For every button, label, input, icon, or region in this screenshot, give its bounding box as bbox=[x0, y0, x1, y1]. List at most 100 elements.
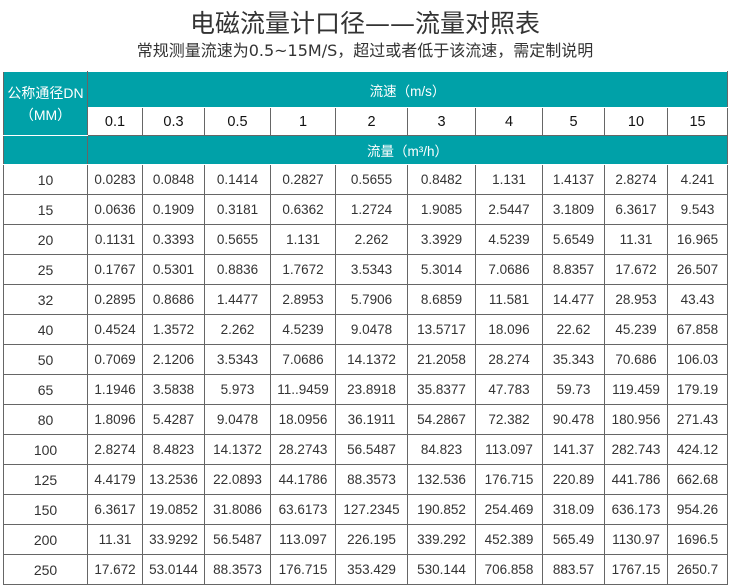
flow-cell: 1.4137 bbox=[542, 164, 605, 195]
flow-cell: 424.12 bbox=[666, 434, 729, 465]
flow-cell: 88.3573 bbox=[204, 554, 271, 585]
flow-cell: 88.3573 bbox=[335, 464, 408, 495]
dn-cell: 125 bbox=[3, 464, 88, 495]
velocity-value: 4 bbox=[475, 107, 543, 136]
flow-cell: 5.7906 bbox=[335, 284, 408, 315]
flow-cell: 90.478 bbox=[542, 404, 605, 435]
dn-header-label: 公称通径DN bbox=[7, 84, 84, 101]
flow-cell: 271.43 bbox=[666, 404, 729, 435]
dn-cell: 80 bbox=[3, 404, 88, 435]
flow-cell: 47.783 bbox=[475, 374, 543, 405]
flow-cell: 113.097 bbox=[270, 524, 336, 555]
flow-cell: 3.5838 bbox=[142, 374, 205, 405]
flow-cell: 2.262 bbox=[335, 224, 408, 255]
flow-cell: 3.1809 bbox=[542, 194, 605, 225]
dn-cell: 10 bbox=[3, 164, 88, 195]
table-row: 250 17.672 53.0144 88.3573 176.715 353.429 530… bbox=[3, 554, 729, 585]
flow-header: 流量（m³/h） bbox=[86, 135, 729, 165]
flow-cell: 84.823 bbox=[407, 434, 476, 465]
flow-cell: 6.3617 bbox=[87, 494, 143, 525]
flow-cell: 1767.15 bbox=[604, 554, 668, 585]
flow-cell: 5.6549 bbox=[542, 224, 605, 255]
velocity-value: 2 bbox=[335, 107, 408, 136]
flow-cell: 282.743 bbox=[604, 434, 668, 465]
flow-cell: 220.89 bbox=[542, 464, 605, 495]
flow-cell: 44.1786 bbox=[270, 464, 336, 495]
flow-cell: 22.62 bbox=[542, 314, 605, 345]
flow-cell: 119.459 bbox=[604, 374, 668, 405]
flow-cell: 59.73 bbox=[542, 374, 605, 405]
flow-cell: 8.6859 bbox=[407, 284, 476, 315]
flow-cell: 706.858 bbox=[475, 554, 543, 585]
flow-cell: 28.2743 bbox=[270, 434, 336, 465]
flow-table: 公称通径DN （MM） 流速（m/s） 0.1 0.3 0.5 1 2 3 4 5 10 15 流… bbox=[3, 71, 729, 585]
velocity-value: 15 bbox=[666, 107, 729, 136]
flow-cell: 23.8918 bbox=[335, 374, 408, 405]
flow-cell: 441.786 bbox=[604, 464, 668, 495]
flow-cell: 26.507 bbox=[666, 254, 729, 285]
flow-cell: 662.68 bbox=[666, 464, 729, 495]
flow-cell: 0.0283 bbox=[87, 164, 143, 195]
flow-cell: 3.3929 bbox=[407, 224, 476, 255]
velocity-value: 0.3 bbox=[142, 107, 205, 136]
table-row: 65 1.1946 3.5838 5.973 11..9459 23.8918 35.837… bbox=[3, 374, 729, 405]
flow-cell: 179.19 bbox=[666, 374, 729, 405]
velocity-values-row: 0.1 0.3 0.5 1 2 3 4 5 10 15 bbox=[4, 107, 729, 136]
dn-cell: 15 bbox=[3, 194, 88, 225]
flow-cell: 0.5655 bbox=[335, 164, 408, 195]
velocity-value: 5 bbox=[542, 107, 605, 136]
velocity-header-row: 公称通径DN （MM） 流速（m/s） bbox=[3, 71, 729, 136]
flow-cell: 254.469 bbox=[475, 494, 543, 525]
velocity-value: 3 bbox=[407, 107, 476, 136]
flow-cell: 1696.5 bbox=[666, 524, 729, 555]
dn-cell: 32 bbox=[3, 284, 88, 315]
flow-cell: 17.672 bbox=[87, 554, 143, 585]
flow-cell: 0.0848 bbox=[142, 164, 205, 195]
flow-cell: 53.0144 bbox=[142, 554, 205, 585]
flow-cell: 0.0636 bbox=[87, 194, 143, 225]
flow-cell: 176.715 bbox=[475, 464, 543, 495]
flow-cell: 28.953 bbox=[604, 284, 668, 315]
velocity-value: 0.1 bbox=[87, 107, 143, 136]
flow-cell: 54.2867 bbox=[407, 404, 476, 435]
table-row: 40 0.4524 1.3572 2.262 4.5239 9.0478 13.5717 18… bbox=[3, 314, 729, 345]
dn-cell: 20 bbox=[3, 224, 88, 255]
flow-cell: 43.43 bbox=[666, 284, 729, 315]
table-row: 125 4.4179 13.2536 22.0893 44.1786 88.3573 132… bbox=[3, 464, 729, 495]
flow-cell: 0.6362 bbox=[270, 194, 336, 225]
flow-cell: 1.131 bbox=[475, 164, 543, 195]
flow-cell: 0.2895 bbox=[87, 284, 143, 315]
flow-cell: 0.4524 bbox=[87, 314, 143, 345]
table-row: 50 0.7069 2.1206 3.5343 7.0686 14.1372 21.2058… bbox=[3, 344, 729, 375]
flow-cell: 0.1767 bbox=[87, 254, 143, 285]
flow-cell: 72.382 bbox=[475, 404, 543, 435]
flow-cell: 31.8086 bbox=[204, 494, 271, 525]
table-row: 25 0.1767 0.5301 0.8836 1.7672 3.5343 5.3014 7.… bbox=[3, 254, 729, 285]
flow-cell: 8.4823 bbox=[142, 434, 205, 465]
flow-cell: 33.9292 bbox=[142, 524, 205, 555]
flow-cell: 2.262 bbox=[204, 314, 271, 345]
flow-cell: 353.429 bbox=[335, 554, 408, 585]
flow-cell: 0.5655 bbox=[204, 224, 271, 255]
dn-cell: 50 bbox=[3, 344, 88, 375]
flow-cell: 21.2058 bbox=[407, 344, 476, 375]
flow-cell: 1.1946 bbox=[87, 374, 143, 405]
flow-cell: 56.5487 bbox=[204, 524, 271, 555]
flow-cell: 19.0852 bbox=[142, 494, 205, 525]
flow-cell: 2.8274 bbox=[604, 164, 668, 195]
flow-cell: 56.5487 bbox=[335, 434, 408, 465]
flow-cell: 9.0478 bbox=[335, 314, 408, 345]
flow-cell: 1.2724 bbox=[335, 194, 408, 225]
flow-cell: 14.1372 bbox=[335, 344, 408, 375]
flow-cell: 318.09 bbox=[542, 494, 605, 525]
flow-cell: 0.1414 bbox=[204, 164, 271, 195]
flow-cell: 106.03 bbox=[666, 344, 729, 375]
flow-cell: 132.536 bbox=[407, 464, 476, 495]
flow-cell: 530.144 bbox=[407, 554, 476, 585]
table-row: 10 0.0283 0.0848 0.1414 0.2827 0.5655 0.8482 1.… bbox=[3, 164, 729, 195]
table-row: 200 11.31 33.9292 56.5487 113.097 226.195 339.… bbox=[3, 524, 729, 555]
flow-cell: 0.8482 bbox=[407, 164, 476, 195]
flow-cell: 2.1206 bbox=[142, 344, 205, 375]
dn-header-cell: 公称通径DN （MM） bbox=[3, 71, 88, 136]
flow-cell: 67.858 bbox=[666, 314, 729, 345]
